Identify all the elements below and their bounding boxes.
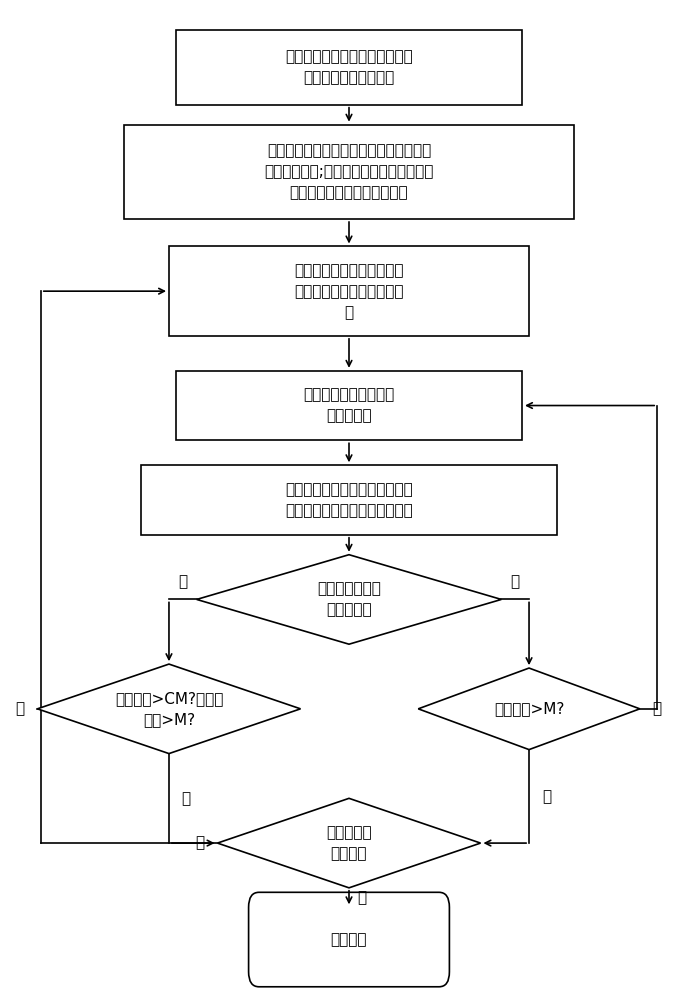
Text: 是: 是 xyxy=(181,791,191,806)
Text: 否: 否 xyxy=(357,890,366,905)
Polygon shape xyxy=(38,664,301,754)
Text: 以最大（最小）偏差作为搜
索目标从初始测量点开始搜
索: 以最大（最小）偏差作为搜 索目标从初始测量点开始搜 索 xyxy=(295,263,403,320)
FancyBboxPatch shape xyxy=(248,892,450,987)
Text: 是: 是 xyxy=(195,836,205,851)
Polygon shape xyxy=(197,555,501,644)
Text: 否: 否 xyxy=(15,701,24,716)
Text: 结束搜索: 结束搜索 xyxy=(331,932,367,947)
Text: 是否重新进
行搜索？: 是否重新进 行搜索？ xyxy=(326,825,372,861)
Text: 选取偏差值最大的候选移动作为
实际移动，将上一点写入禁忌表: 选取偏差值最大的候选移动作为 实际移动，将上一点写入禁忌表 xyxy=(285,482,413,518)
Text: 创建固定步长的邻域候
选移动列表: 创建固定步长的邻域候 选移动列表 xyxy=(304,388,394,424)
FancyBboxPatch shape xyxy=(176,371,522,440)
Text: 否: 否 xyxy=(511,574,520,589)
Polygon shape xyxy=(418,668,640,750)
FancyBboxPatch shape xyxy=(141,465,557,535)
FancyBboxPatch shape xyxy=(176,30,522,105)
FancyBboxPatch shape xyxy=(124,125,574,219)
Text: 以出现频数最多的若干个位置点作为测量
样本初始点集;计算最小二乘平面，以最低
（最高）极限点为初始样本点: 以出现频数最多的若干个位置点作为测量 样本初始点集;计算最小二乘平面，以最低 （… xyxy=(265,143,433,200)
Polygon shape xyxy=(218,798,480,888)
Text: 对产品表面进行预检测，统计极
限值出现位置以及频数: 对产品表面进行预检测，统计极 限值出现位置以及频数 xyxy=(285,49,413,85)
FancyBboxPatch shape xyxy=(169,246,529,336)
Text: 否: 否 xyxy=(653,701,662,716)
Text: 这次移动是否为
妥协移动？: 这次移动是否为 妥协移动？ xyxy=(317,581,381,617)
Text: 移动次数>M?: 移动次数>M? xyxy=(494,701,564,716)
Text: 是: 是 xyxy=(542,789,551,804)
Text: 妥协移动>CM?或移动
次数>M?: 妥协移动>CM?或移动 次数>M? xyxy=(114,691,223,727)
Text: 是: 是 xyxy=(178,574,187,589)
